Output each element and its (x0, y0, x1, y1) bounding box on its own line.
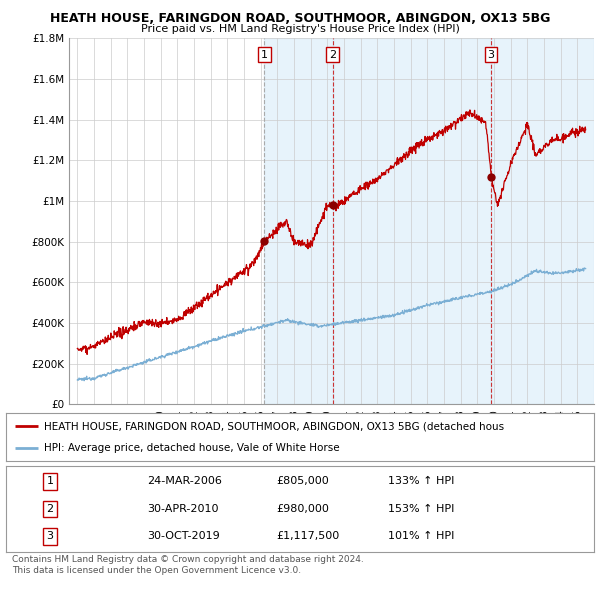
Text: 1: 1 (47, 477, 53, 487)
Text: 101% ↑ HPI: 101% ↑ HPI (388, 531, 455, 541)
Text: Price paid vs. HM Land Registry's House Price Index (HPI): Price paid vs. HM Land Registry's House … (140, 24, 460, 34)
Text: 3: 3 (47, 531, 53, 541)
Text: £805,000: £805,000 (277, 477, 329, 487)
Text: This data is licensed under the Open Government Licence v3.0.: This data is licensed under the Open Gov… (12, 566, 301, 575)
Bar (333, 38, 491, 404)
Text: 133% ↑ HPI: 133% ↑ HPI (388, 477, 455, 487)
Text: 2: 2 (47, 504, 53, 514)
Text: 153% ↑ HPI: 153% ↑ HPI (388, 504, 455, 514)
Text: 30-APR-2010: 30-APR-2010 (147, 504, 218, 514)
Text: 1: 1 (261, 50, 268, 60)
Text: HPI: Average price, detached house, Vale of White Horse: HPI: Average price, detached house, Vale… (44, 443, 340, 453)
Bar (265, 38, 333, 404)
Text: 2: 2 (329, 50, 337, 60)
Text: Contains HM Land Registry data © Crown copyright and database right 2024.: Contains HM Land Registry data © Crown c… (12, 555, 364, 563)
Text: £1,117,500: £1,117,500 (277, 531, 340, 541)
Text: £980,000: £980,000 (277, 504, 329, 514)
Text: 30-OCT-2019: 30-OCT-2019 (147, 531, 220, 541)
Text: 3: 3 (488, 50, 494, 60)
Text: 24-MAR-2006: 24-MAR-2006 (147, 477, 222, 487)
Text: HEATH HOUSE, FARINGDON ROAD, SOUTHMOOR, ABINGDON, OX13 5BG: HEATH HOUSE, FARINGDON ROAD, SOUTHMOOR, … (50, 12, 550, 25)
Bar (491, 38, 594, 404)
Text: HEATH HOUSE, FARINGDON ROAD, SOUTHMOOR, ABINGDON, OX13 5BG (detached hous: HEATH HOUSE, FARINGDON ROAD, SOUTHMOOR, … (44, 421, 505, 431)
